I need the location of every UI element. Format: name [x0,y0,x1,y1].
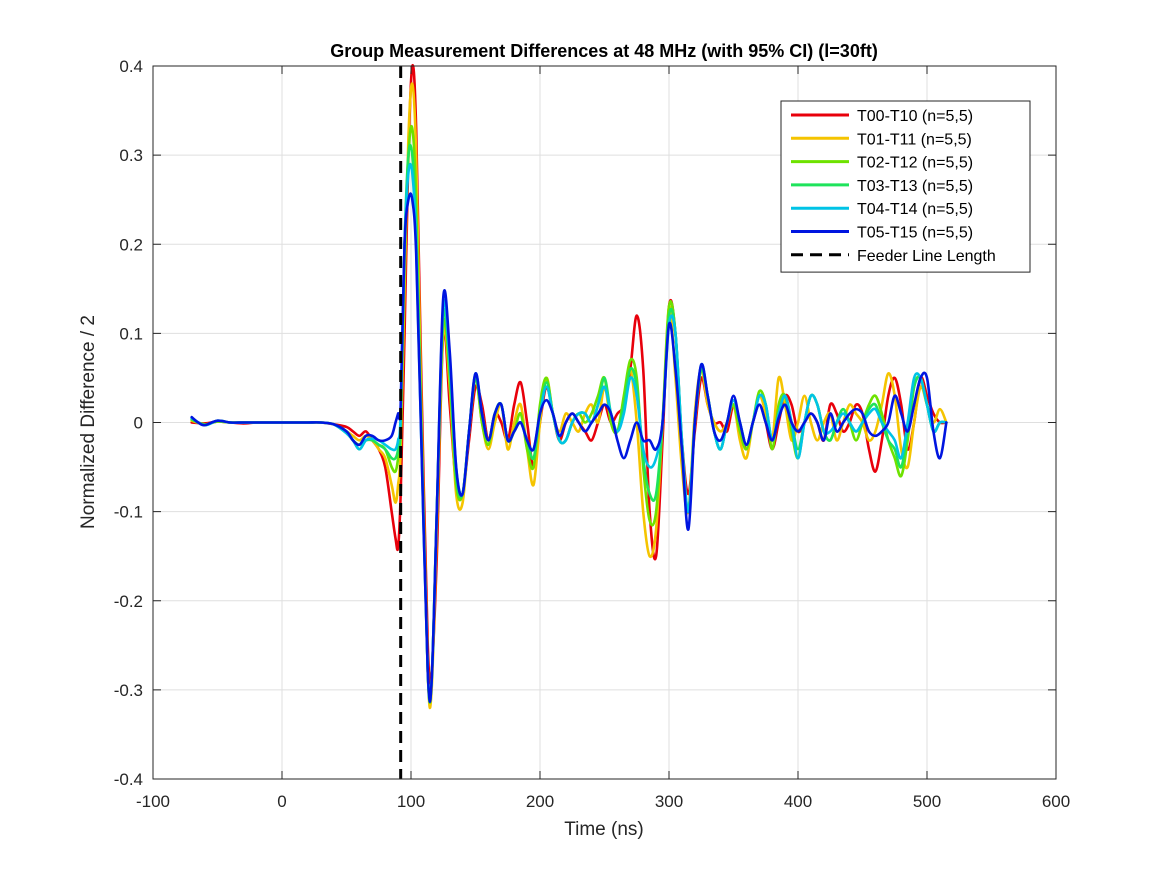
x-tick-label: 400 [784,792,812,811]
y-axis-title: Normalized Difference / 2 [78,315,99,529]
legend-entry: T05-T15 (n=5,5) [857,225,973,242]
legend-entry: T02-T12 (n=5,5) [857,155,973,172]
series-layer [190,63,948,710]
legend-box [780,100,1031,273]
legend-entry: T03-T13 (n=5,5) [857,178,973,195]
series-line-t04-t14 [190,162,948,703]
x-tick-label: 300 [655,792,683,811]
chart-title: Group Measurement Differences at 48 MHz … [330,41,878,61]
y-tick-label: -0.4 [114,770,143,789]
x-tick-label: 600 [1042,792,1070,811]
x-tick-label: 500 [913,792,941,811]
y-tick-label: 0.1 [119,324,143,343]
x-tick-label: -100 [136,792,170,811]
y-tick-label: 0.4 [119,57,143,76]
x-axis-ticks: -100 0 100 200 300 400 500 600 [136,66,1070,811]
y-tick-label: -0.2 [114,592,143,611]
y-axis-ticks: -0.4 -0.3 -0.2 -0.1 0 0.1 0.2 0.3 0.4 [114,57,1056,789]
legend-entry: T01-T11 (n=5,5) [857,131,972,148]
legend-entry: T00-T10 (n=5,5) [857,108,973,125]
x-tick-label: 100 [397,792,425,811]
legend: T00-T10 (n=5,5) T01-T11 (n=5,5) T02-T12 (n… [780,100,1031,273]
y-tick-label: 0.3 [119,146,143,165]
y-tick-label: -0.1 [114,503,143,522]
legend-entry: T04-T14 (n=5,5) [857,201,973,218]
legend-entry-reference: Feeder Line Length [857,248,996,265]
y-tick-label: 0.2 [119,235,143,254]
y-tick-label: -0.3 [114,681,143,700]
y-tick-label: 0 [134,414,143,433]
x-axis-title: Time (ns) [564,819,644,840]
series-line-t05-t15 [190,192,948,703]
x-tick-label: 200 [526,792,554,811]
x-tick-label: 0 [277,792,286,811]
